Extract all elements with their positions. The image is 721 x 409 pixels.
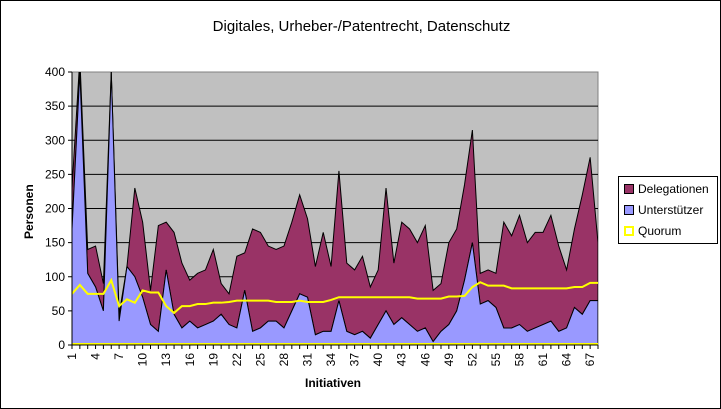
y-tick-label: 400 <box>45 65 65 79</box>
x-tick-label: 25 <box>253 353 267 367</box>
x-tick-label: 67 <box>583 353 597 367</box>
x-tick-label: 19 <box>206 353 220 367</box>
y-tick-label: 50 <box>52 304 66 318</box>
x-tick-label: 28 <box>277 353 291 367</box>
x-tick-label: 43 <box>395 353 409 367</box>
legend-label: Unterstützer <box>638 203 704 217</box>
legend-label: Delegationen <box>638 182 709 196</box>
chart-title: Digitales, Urheber-/Patentrecht, Datensc… <box>212 18 511 35</box>
x-tick-label: 49 <box>442 353 456 367</box>
x-axis-label: Initiativen <box>305 376 362 390</box>
quorum-line <box>72 277 598 315</box>
y-tick-label: 350 <box>45 99 65 113</box>
legend-item-quorum: Quorum <box>624 224 681 238</box>
x-tick-label: 40 <box>371 353 385 367</box>
x-tick-label: 55 <box>489 353 503 367</box>
legend-item-unterstuetzer: Unterstützer <box>624 203 703 217</box>
x-tick-label: 22 <box>230 353 244 367</box>
y-tick-label: 150 <box>45 236 65 250</box>
x-tick-label: 46 <box>418 353 432 367</box>
unterstuetzer-area <box>72 72 598 345</box>
y-tick-label: 250 <box>45 167 65 181</box>
legend-label: Quorum <box>638 224 682 238</box>
x-tick-label: 34 <box>324 353 338 367</box>
y-tick-label: 100 <box>45 270 65 284</box>
x-tick-label: 64 <box>560 353 574 367</box>
x-tick-label: 1 <box>65 353 79 360</box>
legend-swatch-icon <box>624 205 634 215</box>
x-tick-label: 37 <box>348 353 362 367</box>
x-tick-label: 7 <box>112 353 126 360</box>
x-tick-label: 10 <box>136 353 150 367</box>
x-tick-label: 52 <box>465 353 479 367</box>
legend-swatch-icon <box>624 184 634 194</box>
x-tick-label: 58 <box>512 353 526 367</box>
x-tick-label: 13 <box>159 353 173 367</box>
x-tick-label: 4 <box>89 353 103 360</box>
y-axis-label: Personen <box>22 184 36 239</box>
y-tick-label: 300 <box>45 133 65 147</box>
legend-swatch-icon <box>624 226 634 236</box>
y-tick-label: 0 <box>58 338 65 352</box>
x-tick-label: 61 <box>536 353 550 367</box>
legend-item-delegationen: Delegationen <box>624 182 709 196</box>
y-tick-label: 200 <box>45 202 65 216</box>
x-tick-label: 16 <box>183 353 197 367</box>
x-tick-label: 31 <box>301 353 315 367</box>
legend: Delegationen Unterstützer Quorum <box>618 176 718 244</box>
